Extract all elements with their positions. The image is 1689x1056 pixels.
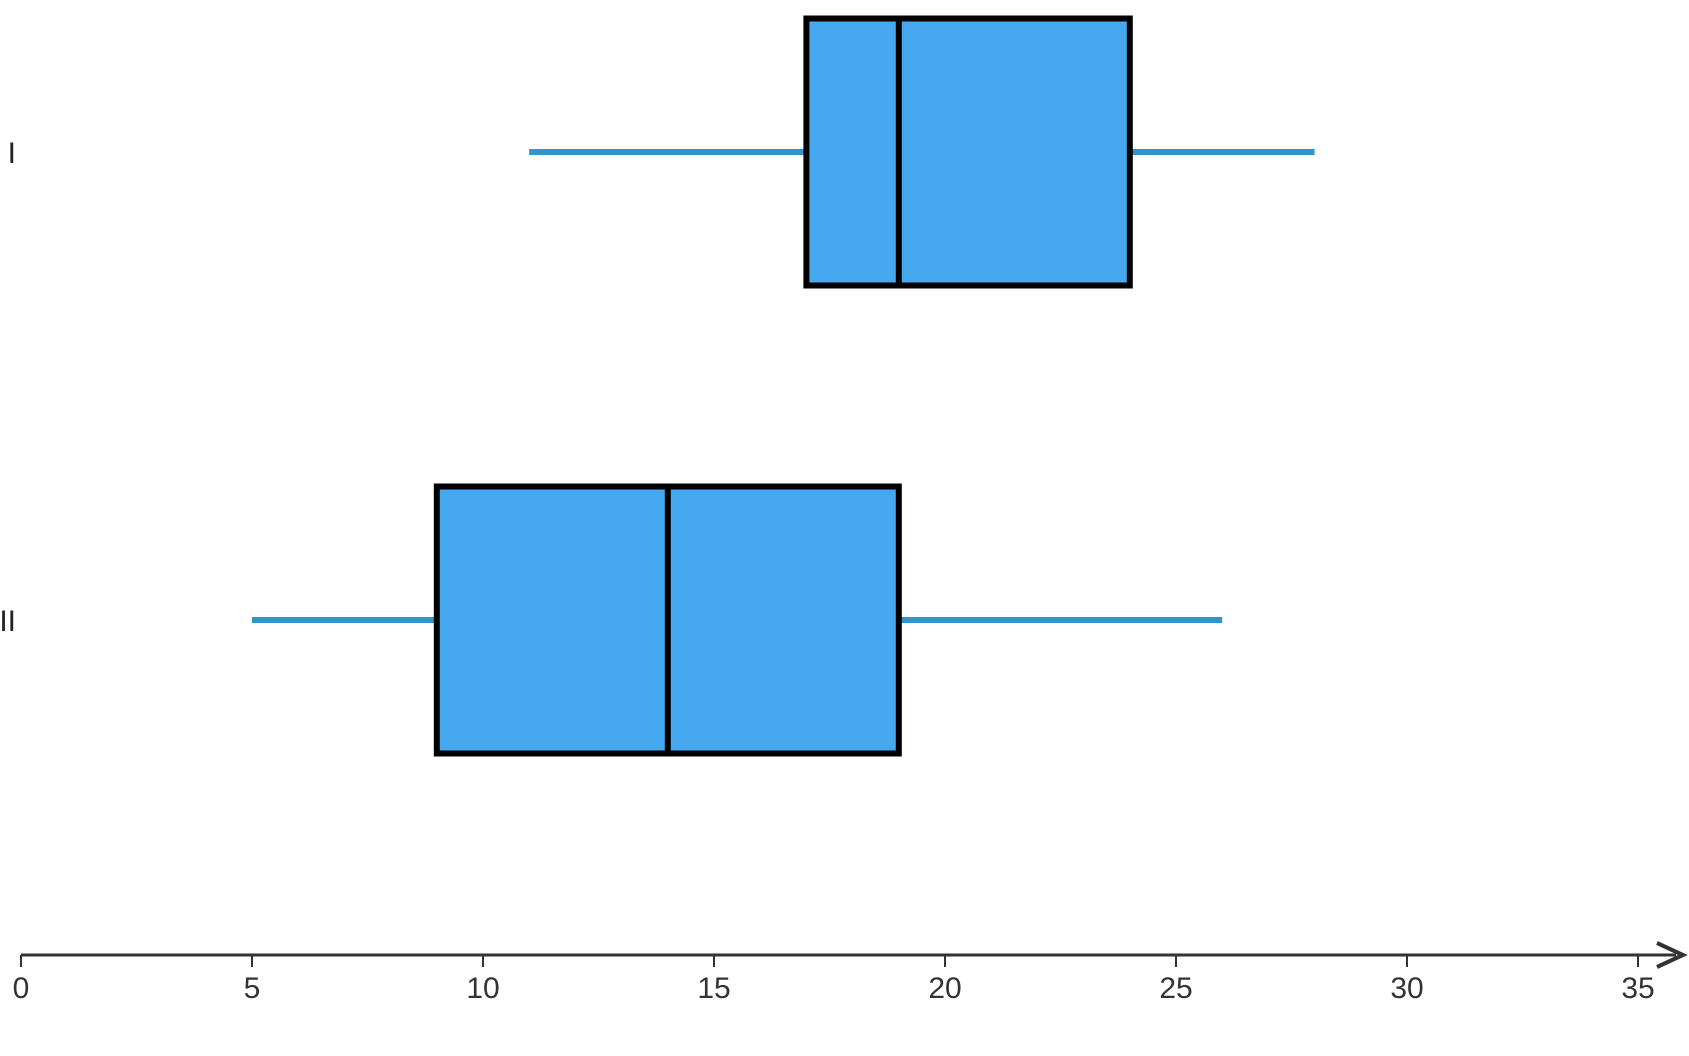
x-ticks: 0 5 10 15 20 25 30 35: [13, 955, 1655, 1005]
x-tick-label: 0: [13, 972, 30, 1005]
category-labels: III: [0, 137, 16, 638]
x-axis: 0 5 10 15 20 25 30 35: [13, 941, 1688, 1005]
x-tick-label: 20: [928, 972, 961, 1005]
x-tick-label: 5: [244, 972, 261, 1005]
plot-area: [252, 15, 1315, 757]
box-plot-II: [252, 483, 1223, 757]
iqr-box: [803, 15, 1133, 289]
category-label: I: [8, 137, 16, 170]
category-label: II: [0, 605, 16, 638]
box-plot-I: [529, 15, 1315, 289]
x-tick-label: 30: [1390, 972, 1423, 1005]
x-tick-label: 25: [1159, 972, 1192, 1005]
x-tick-label: 15: [697, 972, 730, 1005]
x-tick-label: 35: [1621, 972, 1654, 1005]
x-tick-label: 10: [466, 972, 499, 1005]
x-axis-arrow-icon: [1656, 941, 1688, 969]
